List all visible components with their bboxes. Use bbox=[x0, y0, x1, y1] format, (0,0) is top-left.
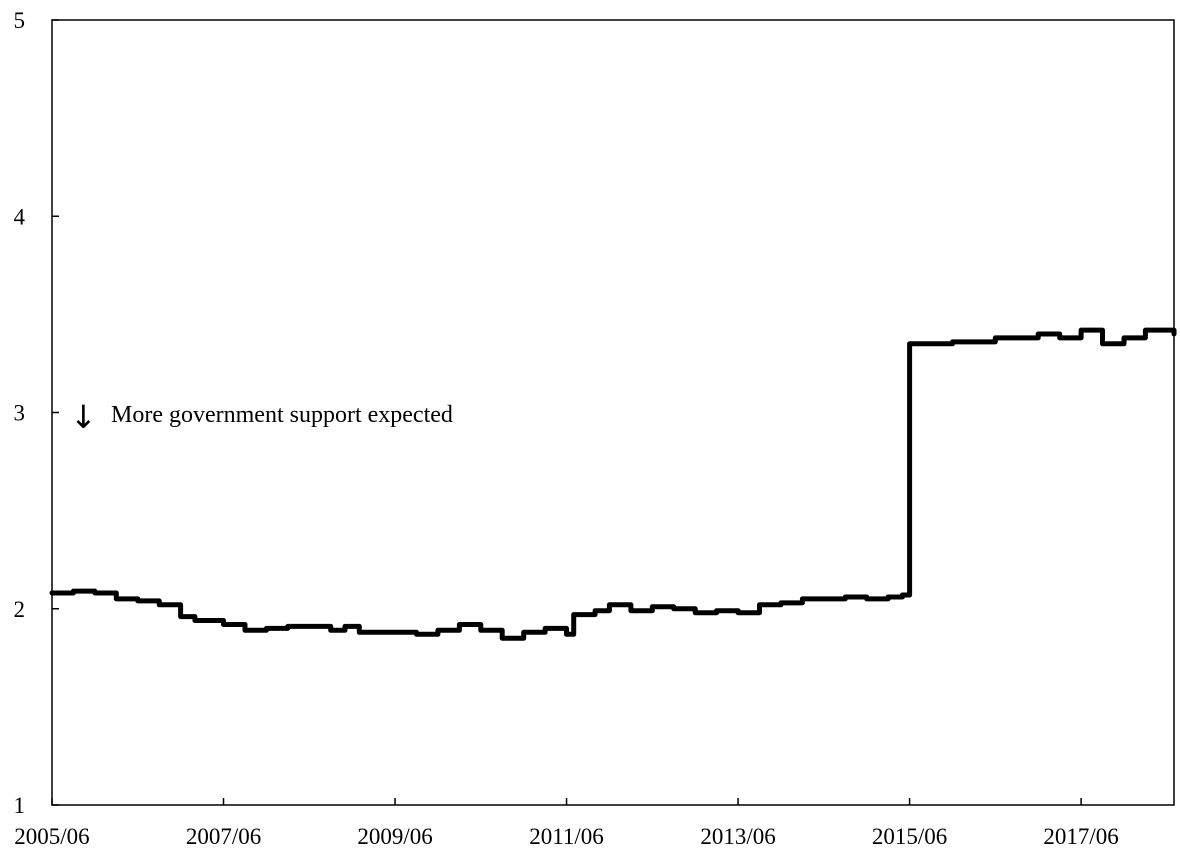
x-tick-label: 2007/06 bbox=[186, 824, 261, 849]
y-axis: 1 2 3 4 5 bbox=[14, 8, 59, 818]
x-tick-label: 2013/06 bbox=[700, 824, 775, 849]
annotation-text: More government support expected bbox=[111, 402, 453, 428]
y-tick-label: 3 bbox=[14, 401, 26, 426]
x-tick-label: 2015/06 bbox=[872, 824, 947, 849]
x-tick-label: 2011/06 bbox=[529, 824, 604, 849]
x-tick-label: 2017/06 bbox=[1043, 824, 1118, 849]
series-line bbox=[49, 327, 1177, 641]
annotation: ↓ More government support expected bbox=[70, 398, 453, 436]
y-tick-label: 4 bbox=[14, 204, 26, 229]
x-axis: 2005/06 2007/06 2009/06 2011/06 2013/06 2015/… bbox=[14, 798, 1119, 849]
x-tick-label: 2005/06 bbox=[14, 824, 89, 849]
x-tick-label: 2009/06 bbox=[357, 824, 432, 849]
y-tick-label: 5 bbox=[14, 8, 26, 33]
y-tick-label: 2 bbox=[14, 597, 26, 622]
y-tick-label: 1 bbox=[14, 793, 26, 818]
down-arrow-icon: ↓ bbox=[70, 398, 97, 436]
